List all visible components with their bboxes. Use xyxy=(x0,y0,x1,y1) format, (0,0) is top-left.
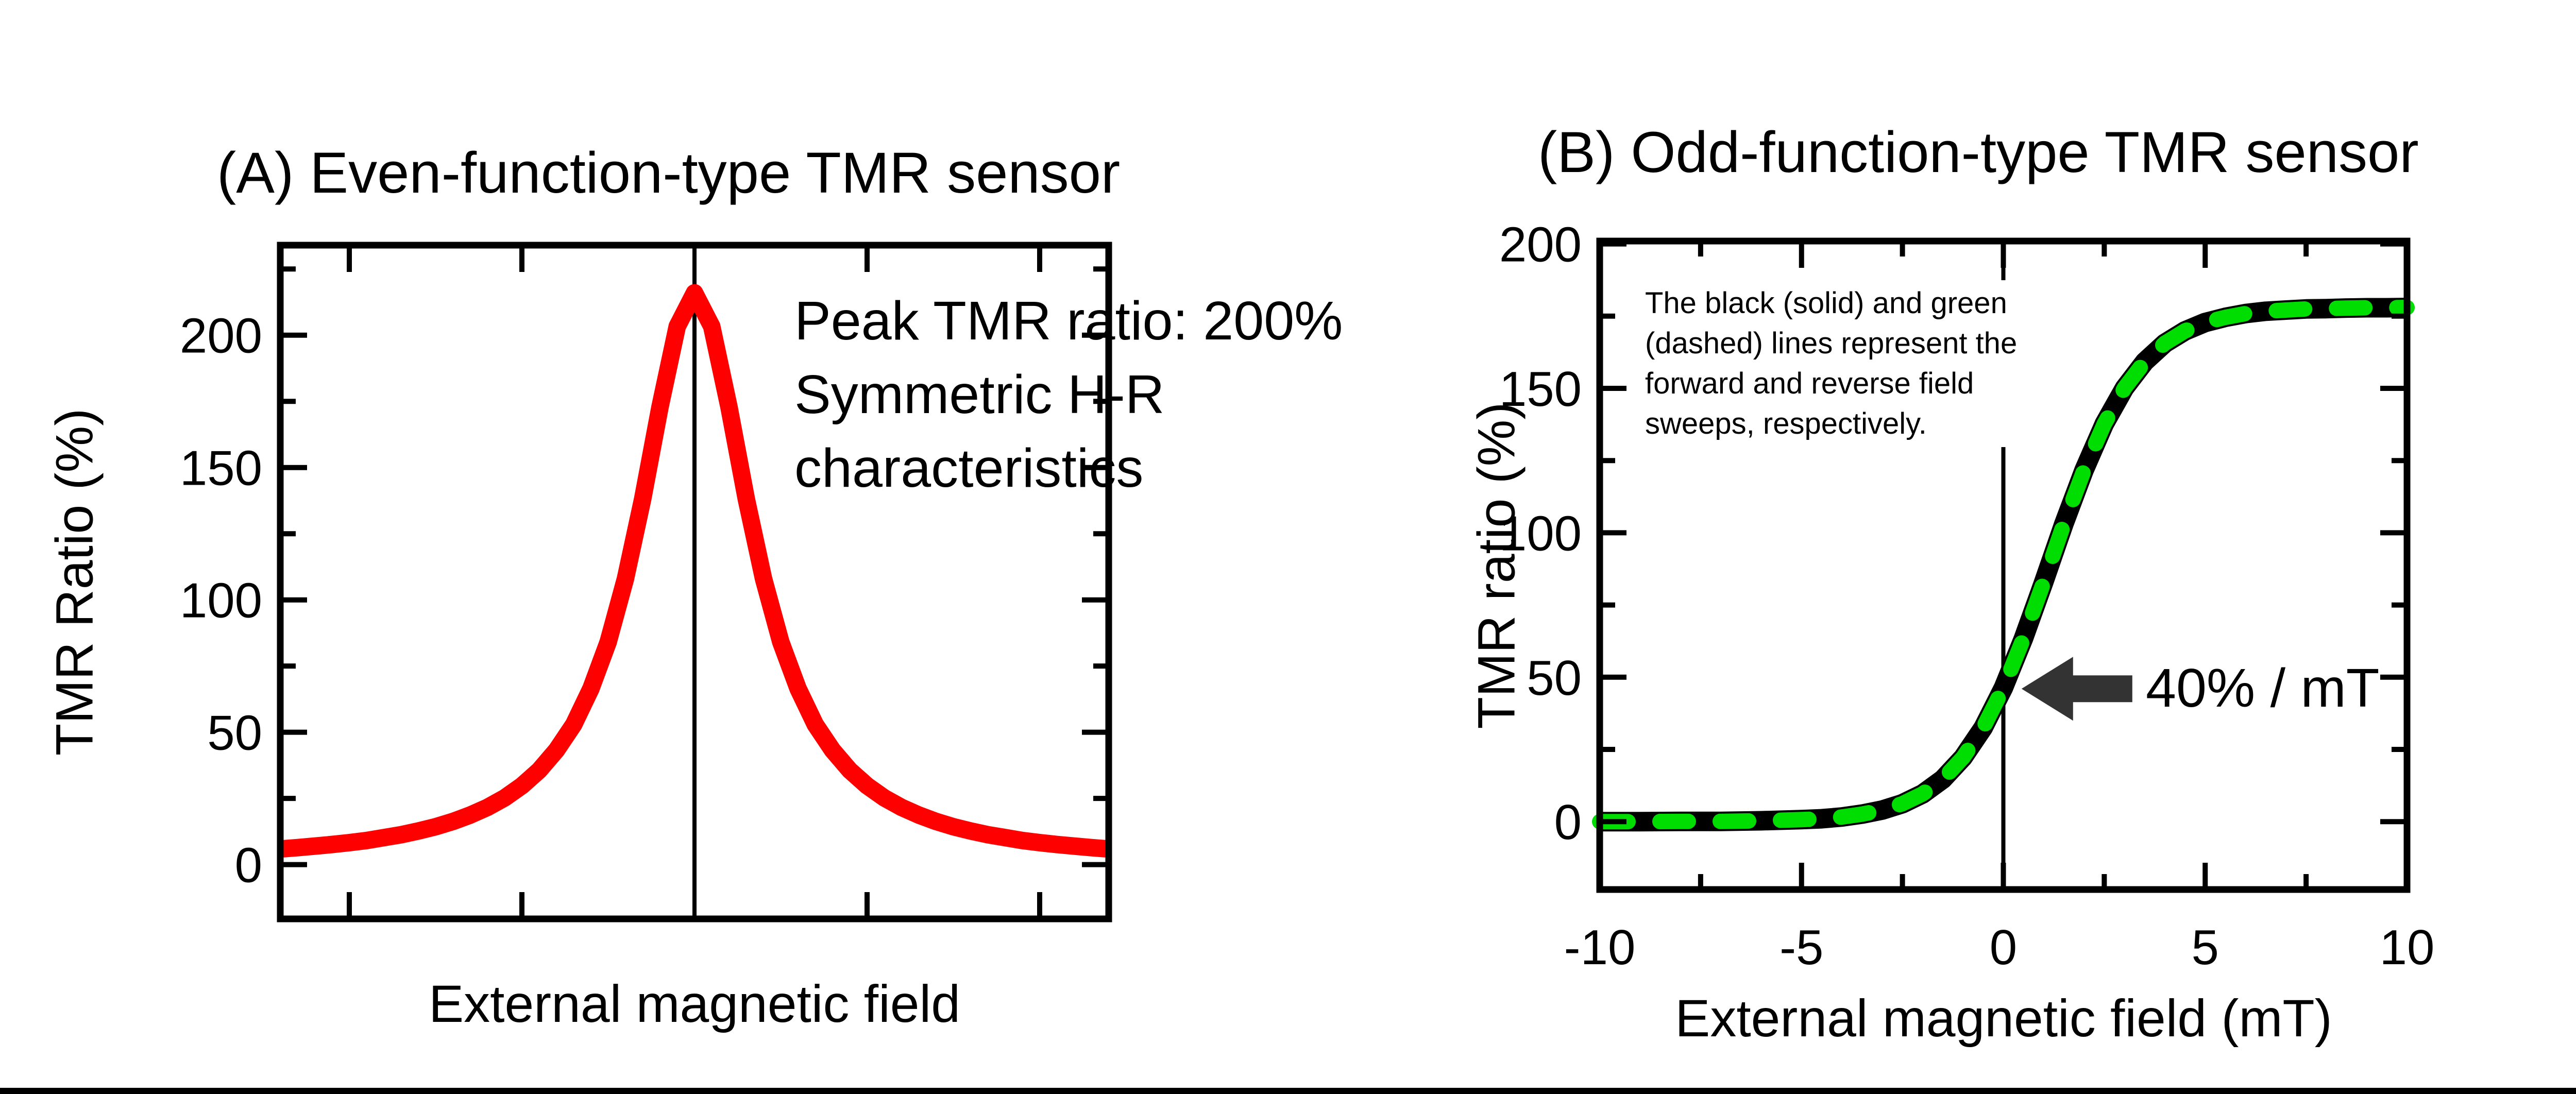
panel-b-title: (B) Odd-function-type TMR sensor xyxy=(1538,120,2419,184)
y-tick-label: 50 xyxy=(207,706,262,761)
panel-b-x-axis-label: External magnetic field (mT) xyxy=(1675,989,2332,1048)
panel-a-x-axis-label: External magnetic field xyxy=(429,975,960,1033)
x-tick-label: 5 xyxy=(2192,920,2219,975)
x-tick-label: -5 xyxy=(1780,920,1823,975)
y-tick-label: 0 xyxy=(1554,795,1582,850)
y-tick-label: 200 xyxy=(1499,217,1582,272)
slope-arrow-icon xyxy=(2021,657,2132,721)
panel-a-plot: 0 50 100 150 200 xyxy=(180,242,1112,922)
y-tick-label: 200 xyxy=(180,309,262,364)
reverse-sweep-curve xyxy=(1592,300,2415,830)
panel-a-y-axis-label: TMR Ratio (%) xyxy=(45,408,104,756)
panel-b-y-axis-label: TMR ratio (%) xyxy=(1467,402,1526,729)
y-tick-label: 150 xyxy=(180,441,262,496)
panel-b-plot: 0 50 100 150 200 -10 -5 0 5 10 xyxy=(1499,217,2435,975)
y-tick-label: 100 xyxy=(1499,506,1582,561)
sweep-direction-note: The black (solid) and green (dashed) lin… xyxy=(1645,280,2025,447)
panel-a-title: (A) Even-function-type TMR sensor xyxy=(217,141,1121,205)
y-tick-label: 100 xyxy=(180,573,262,628)
bottom-rule xyxy=(0,1088,2576,1094)
axis-frame xyxy=(277,242,1112,922)
y-tick-label: 0 xyxy=(235,838,262,893)
x-tick-label: 10 xyxy=(2380,920,2435,975)
y-tick-label: 50 xyxy=(1527,651,1582,706)
forward-sweep-curve xyxy=(279,284,1110,858)
peak-tmr-annotation: Peak TMR ratio: 200% Symmetric H-R chara… xyxy=(794,290,1343,499)
slope-annotation: 40% / mT xyxy=(2146,658,2380,719)
x-tick-label: 0 xyxy=(1990,920,2017,975)
x-tick-label: -10 xyxy=(1564,920,1636,975)
y-tick-label: 150 xyxy=(1499,362,1582,417)
